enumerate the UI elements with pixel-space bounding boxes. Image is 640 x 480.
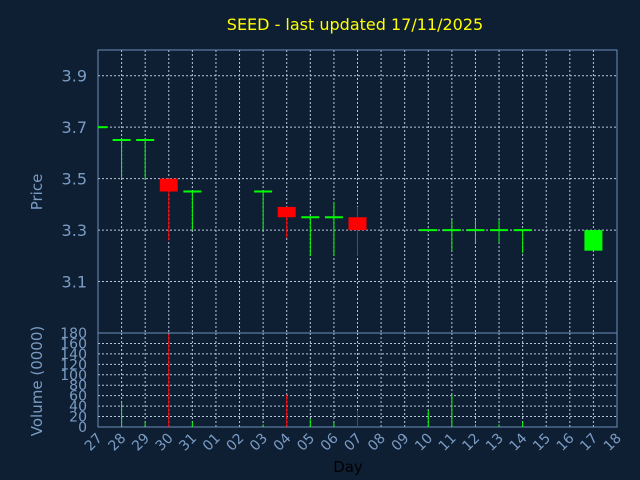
candle-body bbox=[277, 206, 296, 218]
candle bbox=[112, 139, 131, 179]
candle bbox=[466, 219, 485, 243]
candle bbox=[136, 139, 155, 179]
x-tick-label: 01 bbox=[200, 431, 224, 455]
volume-tick-label: 180 bbox=[60, 326, 87, 342]
candle bbox=[183, 190, 202, 231]
x-tick-label: 16 bbox=[554, 430, 578, 454]
volume-tick-label: 40 bbox=[69, 399, 87, 415]
x-tick-labels: 27 28 29 30 31 01 02 03 04 05 06 07 08 09 10 11 12 13 14 15… bbox=[82, 430, 625, 454]
candle bbox=[490, 219, 509, 243]
price-tick-label: 3.9 bbox=[62, 67, 87, 86]
candle bbox=[324, 201, 343, 256]
x-tick-label: 18 bbox=[601, 431, 625, 455]
volume-tick-label: 160 bbox=[60, 336, 87, 352]
x-tick-label: 17 bbox=[577, 431, 601, 455]
x-tick-label: 02 bbox=[223, 431, 247, 455]
candle-body bbox=[584, 230, 603, 251]
candle bbox=[254, 190, 273, 231]
candle-body bbox=[348, 217, 367, 231]
volume-tick-label: 20 bbox=[69, 410, 87, 426]
candle bbox=[442, 219, 461, 251]
x-tick-label: 03 bbox=[247, 431, 271, 455]
x-tick-label: 14 bbox=[507, 430, 531, 454]
x-tick-label: 09 bbox=[389, 431, 413, 455]
volume-tick-label: 100 bbox=[60, 368, 87, 384]
volume-axis-label: Volume (0000) bbox=[28, 326, 46, 436]
volume-tick-label: 80 bbox=[69, 378, 87, 394]
price-tick-label: 3.7 bbox=[62, 118, 87, 137]
price-axis-label: Price bbox=[28, 174, 46, 211]
candle bbox=[584, 230, 603, 251]
x-tick-label: 05 bbox=[294, 431, 318, 455]
x-axis-label: Day bbox=[333, 458, 363, 476]
price-tick-label: 3.5 bbox=[62, 170, 87, 189]
x-tick-label: 07 bbox=[341, 431, 365, 455]
x-tick-label: 04 bbox=[271, 430, 295, 454]
x-tick-label: 29 bbox=[129, 431, 153, 455]
candle-body bbox=[159, 178, 178, 192]
x-tick-label: 13 bbox=[483, 431, 507, 455]
volume-tick-label: 0 bbox=[78, 420, 87, 436]
volume-grid bbox=[98, 333, 617, 427]
price-tick-label: 3.3 bbox=[62, 221, 87, 240]
candle bbox=[513, 229, 532, 254]
x-tick-label: 11 bbox=[436, 431, 460, 455]
x-tick-label: 15 bbox=[530, 431, 554, 455]
x-tick-label: 12 bbox=[459, 431, 483, 455]
candle bbox=[277, 206, 296, 238]
volume-tick-label: 140 bbox=[60, 347, 87, 363]
candle bbox=[348, 206, 367, 256]
volume-bars bbox=[121, 334, 524, 427]
price-tick-labels: 3.1 3.3 3.5 3.7 3.9 bbox=[62, 67, 87, 292]
x-tick-label: 30 bbox=[153, 431, 177, 455]
x-tick-label: 06 bbox=[318, 430, 342, 454]
volume-tick-label: 120 bbox=[60, 357, 87, 373]
price-candles bbox=[98, 126, 603, 256]
candle bbox=[159, 178, 178, 241]
x-tick-label: 28 bbox=[105, 431, 129, 455]
x-tick-label: 31 bbox=[176, 431, 200, 455]
x-tick-label: 10 bbox=[412, 431, 436, 455]
volume-tick-label: 60 bbox=[69, 389, 87, 405]
x-tick-label: 08 bbox=[365, 431, 389, 455]
candle bbox=[301, 216, 320, 256]
price-tick-label: 3.1 bbox=[62, 273, 87, 292]
chart-title: SEED - last updated 17/11/2025 bbox=[227, 15, 483, 34]
